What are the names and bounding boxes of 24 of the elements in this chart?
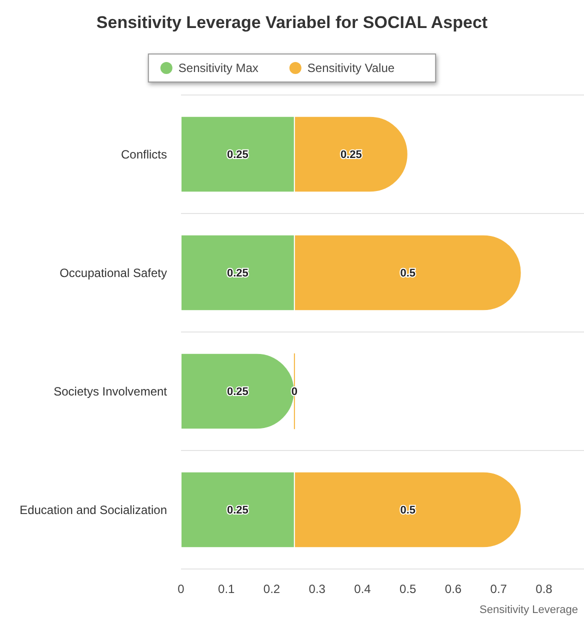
- data-label: 0.5: [400, 268, 416, 280]
- data-label: 0.25: [227, 268, 248, 280]
- data-label: 0.25: [340, 149, 362, 162]
- x-tick-label: 0.3: [308, 582, 326, 596]
- legend-label: Sensitivity Max: [178, 61, 258, 76]
- x-tick-label: 0.1: [218, 582, 236, 596]
- data-label: 0.5: [400, 504, 416, 517]
- x-tick-label: 0.6: [444, 582, 462, 596]
- y-tick-label: Occupational Safety: [60, 266, 167, 280]
- data-label: 0.25: [227, 504, 248, 517]
- chart-title: Sensitivity Leverage Variabel for SOCIAL Aspect: [96, 13, 488, 32]
- data-label: 0.25: [227, 386, 248, 398]
- x-tick-label: 0.7: [490, 582, 508, 596]
- legend-label: Sensitivity Value: [307, 61, 395, 76]
- x-axis-title: Sensitivity Leverage: [480, 604, 578, 616]
- y-tick-label: Societys Involvement: [54, 384, 168, 398]
- y-tick-label: Education and Socialization: [20, 502, 167, 517]
- y-tick-label: Conflicts: [120, 147, 167, 162]
- x-tick-label: 0.5: [400, 582, 417, 596]
- x-tick-label: 0.8: [536, 582, 553, 596]
- x-tick-label: 0.2: [263, 582, 280, 596]
- x-tick-label: 0.4: [354, 582, 372, 596]
- data-label: 0.25: [227, 149, 248, 162]
- x-tick-label: 0: [178, 582, 185, 596]
